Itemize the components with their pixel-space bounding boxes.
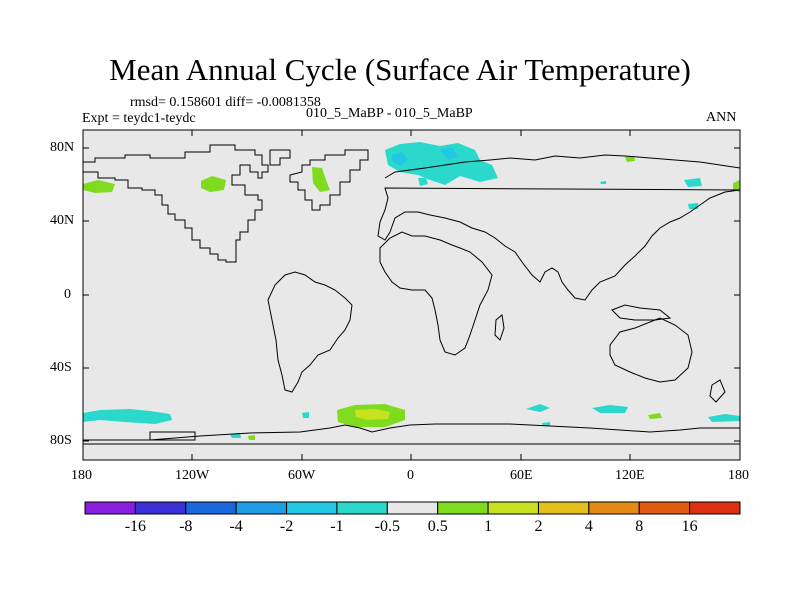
colorbar-label: -8 <box>179 518 193 535</box>
colorbar-swatch <box>185 501 237 515</box>
coastlines <box>83 144 741 445</box>
colorbar-swatch <box>487 501 539 515</box>
lat-tick-label: 80N <box>50 140 75 155</box>
colorbar-swatch <box>286 501 338 515</box>
antarctic-warm-dot <box>248 435 255 440</box>
map-background <box>83 130 740 460</box>
lat-tick-label: 80S <box>50 433 72 448</box>
colorbar-swatch <box>386 501 439 515</box>
southern-ocean-cool-patch-4 <box>708 414 740 422</box>
plot-title: Mean Annual Cycle (Surface Air Temperatu… <box>109 52 691 87</box>
southern-ocean-cool-patch-2 <box>526 404 550 412</box>
indonesia-coast <box>611 304 672 321</box>
season-label: ANN <box>706 110 737 125</box>
antarctica-coast <box>83 423 740 441</box>
southern-ocean-warm-patch-2 <box>648 413 662 419</box>
colorbar-label: -1 <box>330 518 344 535</box>
australia-coast <box>609 317 693 383</box>
arctic-cool-patch <box>385 142 498 185</box>
colorbar-label: -4 <box>229 518 243 535</box>
colorbar-label: 2 <box>534 518 543 535</box>
eurasia-coast <box>377 154 741 301</box>
case-label: 010_5_MaBP - 010_5_MaBP <box>306 106 473 121</box>
europe-cool-patch <box>418 178 428 186</box>
southern-ocean-cool-patch-3 <box>592 405 628 413</box>
southern-ocean-cool-patch-1 <box>83 409 172 424</box>
south-america-coast <box>267 271 353 393</box>
experiment-label: Expt = teydc1-teydc <box>82 111 196 126</box>
colorbar-label: 8 <box>635 518 644 535</box>
new-zealand-coast <box>709 379 726 403</box>
siberia-warm-patch <box>625 156 635 162</box>
colorbar-swatch <box>437 501 489 515</box>
lon-tick-label: 60E <box>510 468 533 483</box>
colorbar-swatch <box>588 501 640 515</box>
colorbar-swatch <box>689 501 741 515</box>
colorbar-swatch <box>638 501 691 515</box>
pacific-cool-patch <box>688 203 698 209</box>
axis-ticks <box>83 130 740 460</box>
canada-warm-patch <box>201 176 226 192</box>
antarctic-cool-dot-2 <box>542 422 550 426</box>
lon-tick-label: 120E <box>615 468 645 483</box>
lon-tick-label: 120W <box>175 468 210 483</box>
lon-tick-label: 60W <box>288 468 316 483</box>
lat-tick-label: 40S <box>50 360 72 375</box>
ross-shelf-coast <box>149 431 196 441</box>
lat-tick-label: 0 <box>64 287 71 302</box>
colorbar-swatch <box>336 501 388 515</box>
colorbar-swatch <box>235 501 288 515</box>
lon-tick-label: 180 <box>728 468 749 483</box>
colorbar-label: 16 <box>681 518 698 535</box>
north-america-coast <box>83 144 269 263</box>
greenland-warm-patch <box>312 167 330 192</box>
arctic-island-coast <box>269 149 291 166</box>
colorbar-label: 0.5 <box>427 518 448 535</box>
arctic-cool-core <box>392 152 408 166</box>
colorbar-swatch <box>537 501 590 515</box>
colorbar <box>84 501 741 515</box>
dateline-warm-patch <box>733 180 740 192</box>
lon-tick-label: 180 <box>71 468 92 483</box>
drake-cool-dot <box>302 412 309 418</box>
colorbar-label: 4 <box>584 518 593 535</box>
asia-cool-dot <box>600 181 606 184</box>
greenland-coast <box>289 149 369 211</box>
siberia-cool-patch <box>684 178 702 187</box>
colorbar-label: 1 <box>484 518 493 535</box>
stats-label: rmsd= 0.158601 diff= -0.0081358 <box>130 95 321 110</box>
southern-ocean-warm-core <box>355 409 390 420</box>
colorbar-label: -2 <box>279 518 294 535</box>
madagascar-coast <box>494 314 505 341</box>
colorbar-label: -0.5 <box>374 518 400 535</box>
colorbar-label: -16 <box>124 518 147 535</box>
colorbar-swatch <box>84 501 136 515</box>
lat-tick-label: 40N <box>50 213 75 228</box>
africa-coast <box>379 231 493 356</box>
anomaly-patches <box>83 142 740 440</box>
lon-tick-label: 0 <box>407 468 414 483</box>
arctic-cool-core-2 <box>440 147 458 160</box>
colorbar-swatch <box>134 501 187 515</box>
alaska-warm-patch <box>83 180 115 193</box>
